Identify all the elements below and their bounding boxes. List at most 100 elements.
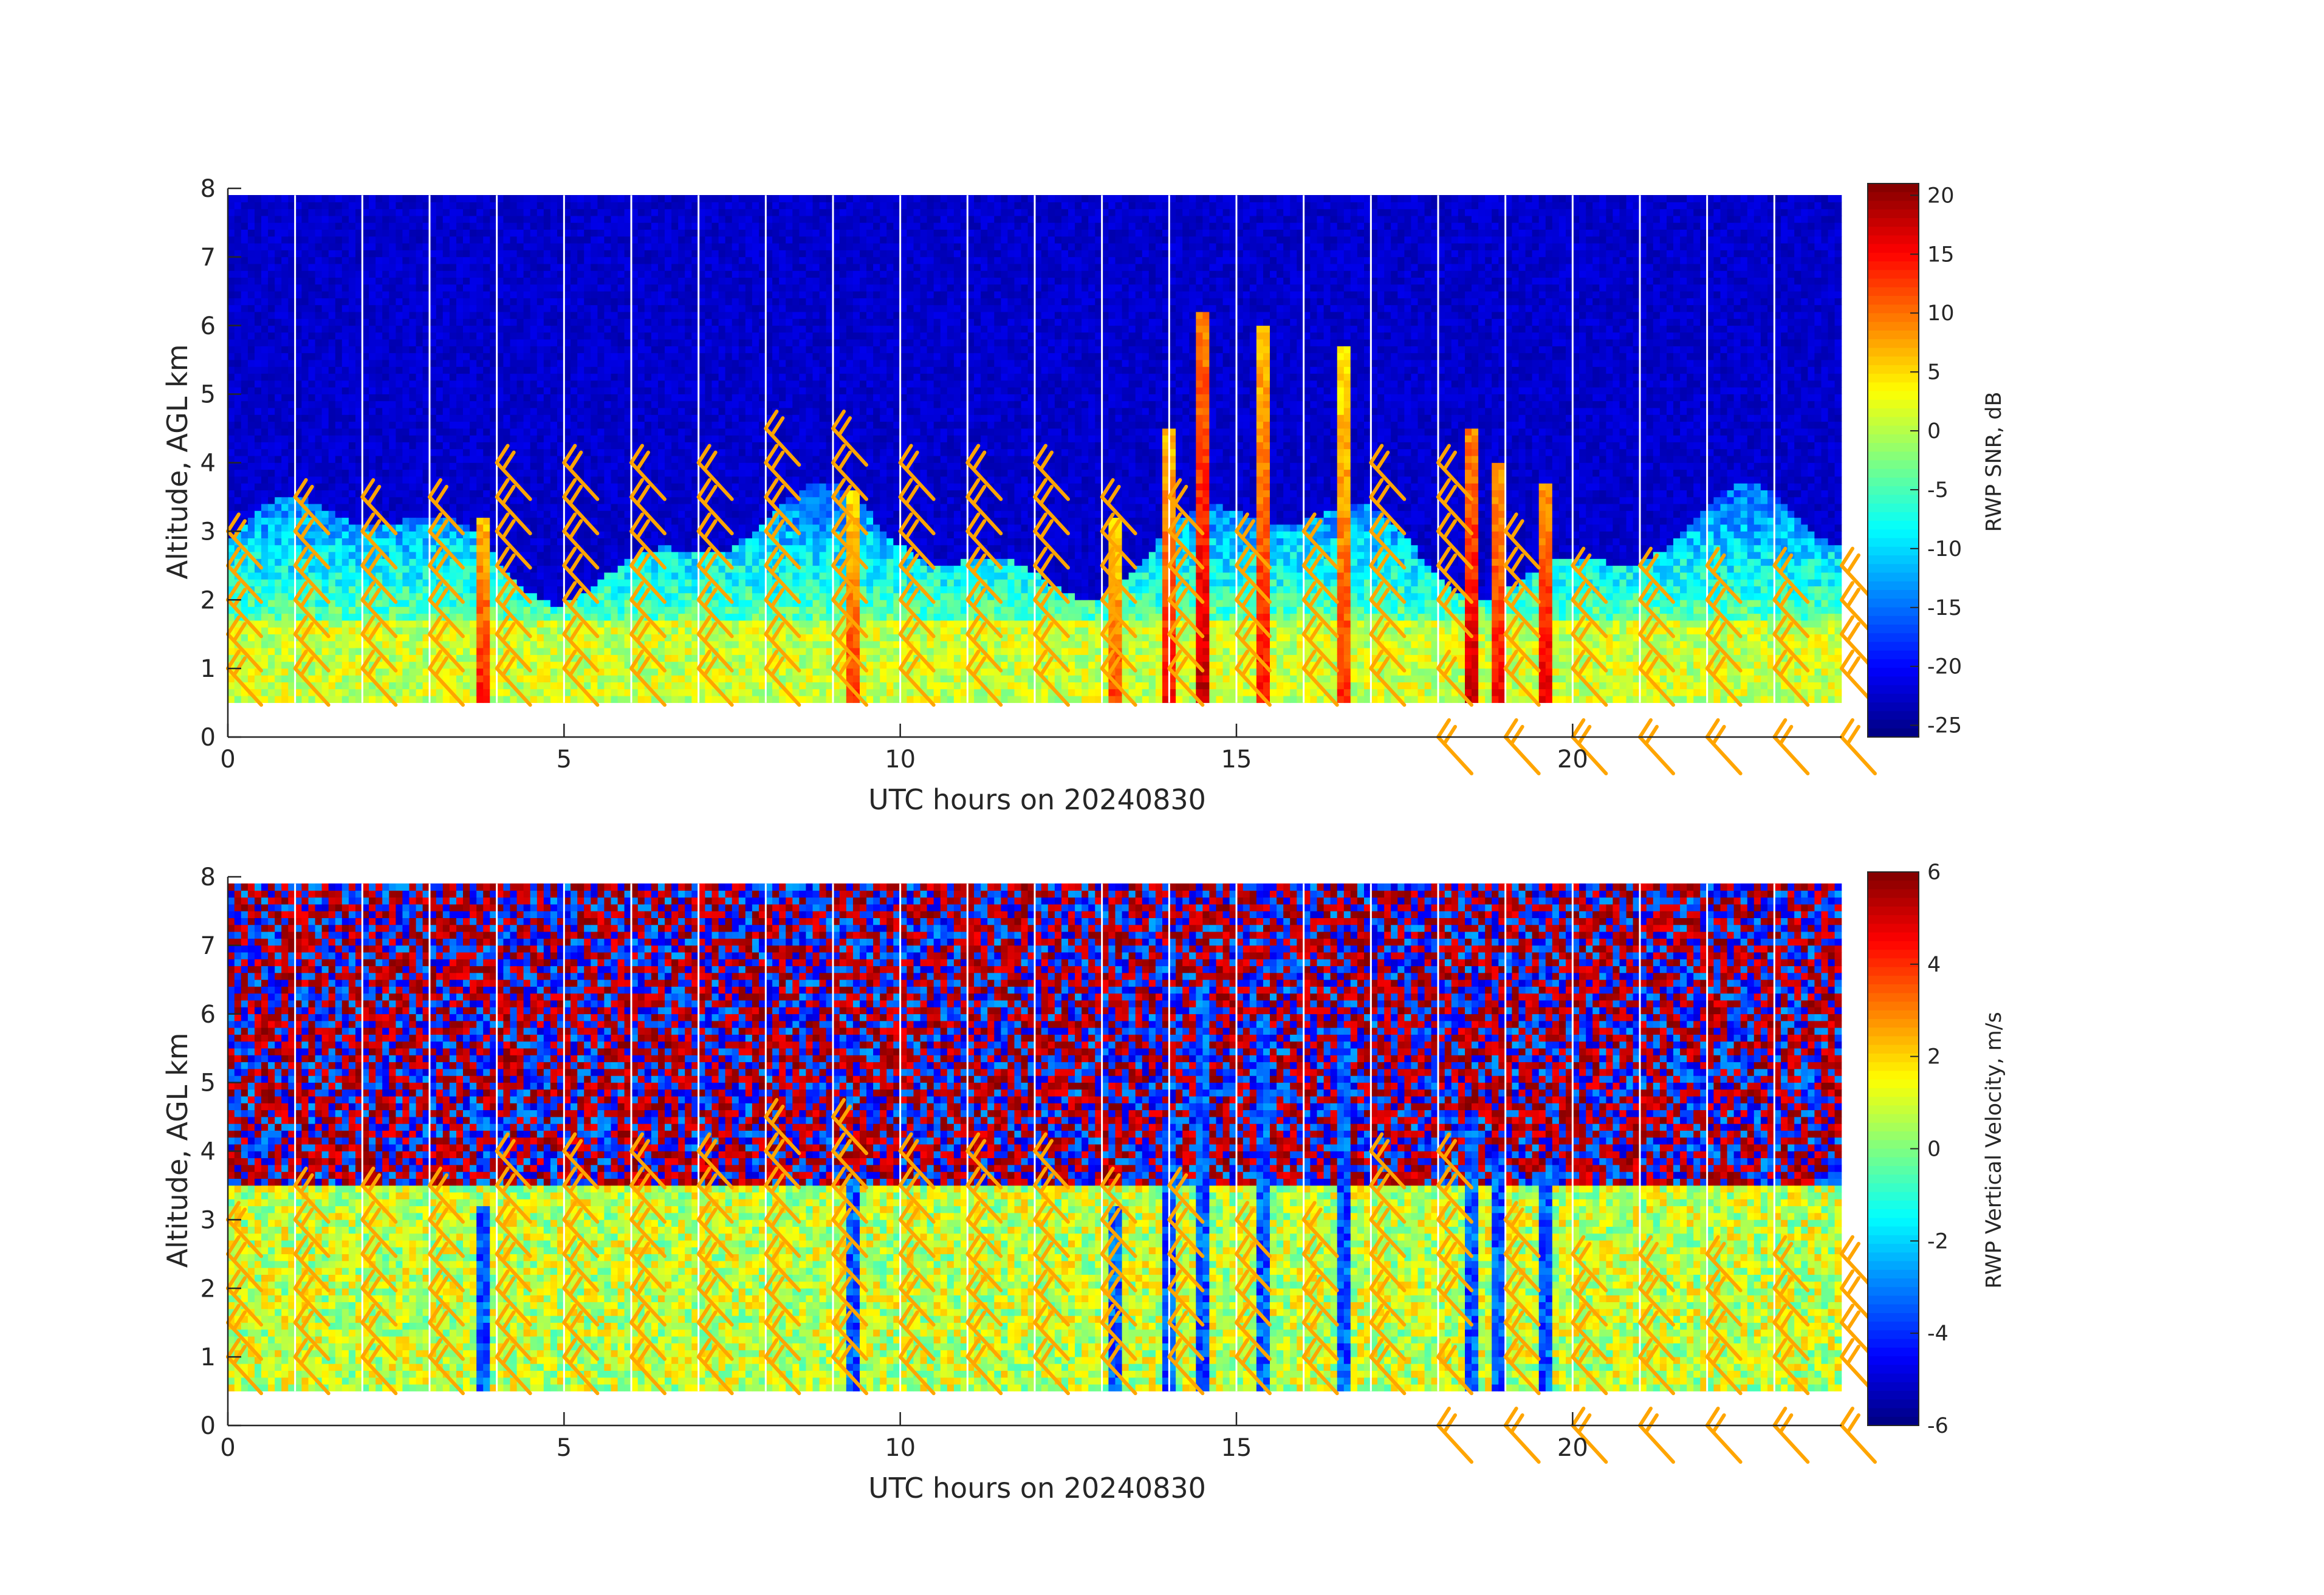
heatmap-cell [618,593,625,600]
heatmap-cell [544,675,551,682]
heatmap-cell [463,518,470,525]
heatmap-cell [342,339,349,346]
heatmap-cell [228,318,235,326]
heatmap-cell [402,586,410,593]
heatmap-cell [618,380,625,388]
heatmap-cell [597,449,605,456]
heatmap-cell [375,600,383,607]
heatmap-cell [342,449,349,456]
heatmap-cell [248,510,255,518]
heatmap-cell [443,332,450,340]
heatmap-cell [342,572,349,580]
heatmap-cell [604,264,611,271]
heatmap-cell [248,346,255,353]
heatmap-cell [671,339,679,346]
heatmap-cell [517,318,524,326]
heatmap-cell [268,298,275,305]
heatmap-cell [537,675,544,682]
heatmap-cell [571,325,578,332]
heatmap-cell [443,538,450,545]
heatmap-cell [275,257,282,264]
heatmap-cell [544,449,551,456]
heatmap-cell [402,497,410,504]
heatmap-cell [483,634,490,641]
heatmap-cell [281,606,289,614]
heatmap-cell [268,339,275,346]
heatmap-cell [228,435,235,442]
heatmap-cell [275,490,282,497]
heatmap-cell [389,579,396,586]
heatmap-cell [255,222,262,230]
heatmap-cell [618,689,625,696]
heatmap-cell [342,524,349,532]
heatmap-cell [396,312,403,319]
heatmap-cell [530,284,538,292]
heatmap-cell [235,408,242,415]
heatmap-cell [248,216,255,223]
heatmap-cell [470,518,477,525]
heatmap-cell [597,641,605,648]
heatmap-cell [268,627,275,634]
heatmap-cell [638,374,645,381]
heatmap-cell [335,374,343,381]
heatmap-cell [544,648,551,655]
heatmap-cell [335,524,343,532]
heatmap-cell [375,243,383,250]
heatmap-cell [611,277,619,284]
heatmap-cell [517,387,524,394]
heatmap-cell [503,339,510,346]
heatmap-cell [443,408,450,415]
heatmap-cell [228,312,235,319]
heatmap-cell [402,202,410,209]
heatmap-cell [268,476,275,484]
heatmap-cell [315,380,323,388]
heatmap-cell [456,510,464,518]
heatmap-cell [450,435,457,442]
heatmap-cell [375,675,383,682]
heatmap-cell [597,250,605,257]
heatmap-cell [410,264,417,271]
heatmap-cell [382,360,389,367]
heatmap-cell [510,401,518,408]
heatmap-cell [638,428,645,436]
heatmap-cell [342,470,349,477]
heatmap-cell [248,202,255,209]
heatmap-cell [483,531,490,538]
heatmap-cell [591,332,598,340]
heatmap-cell [584,360,591,367]
heatmap-cell [342,264,349,271]
heatmap-cell [349,243,356,250]
heatmap-cell [416,470,423,477]
heatmap-cell [450,318,457,326]
heatmap-cell [510,504,518,511]
heatmap-cell [591,236,598,244]
heatmap-cell [436,202,444,209]
heatmap-cell [618,586,625,593]
heatmap-cell [584,470,591,477]
heatmap-cell [524,366,531,374]
heatmap-cell [597,264,605,271]
heatmap-cell [517,380,524,388]
heatmap-cell [524,291,531,298]
heatmap-cell [329,394,336,401]
heatmap-cell [517,325,524,332]
heatmap-cell [416,195,423,202]
heatmap-cell [255,641,262,648]
heatmap-cell [611,456,619,463]
heatmap-cell [275,572,282,580]
heatmap-cell [470,401,477,408]
heatmap-cell [611,216,619,223]
heatmap-cell [375,696,383,703]
heatmap-cell [248,524,255,532]
heatmap-cell [443,449,450,456]
heatmap-cell [281,627,289,634]
heatmap-cell [235,689,242,696]
heatmap-cell [255,366,262,374]
heatmap-cell [261,524,269,532]
heatmap-cell [255,374,262,381]
heatmap-cell [577,325,584,332]
heatmap-cell [577,298,584,305]
heatmap-cell [382,648,389,655]
heatmap-cell [248,675,255,682]
heatmap-cell [443,346,450,353]
